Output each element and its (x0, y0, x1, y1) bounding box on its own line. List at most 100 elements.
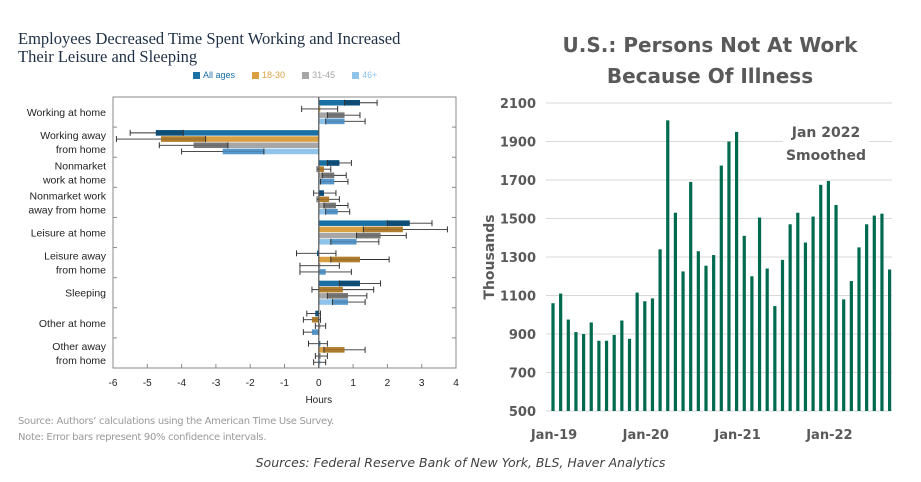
right-chart-title: U.S.: Persons Not At Work Because Of Ill… (540, 30, 880, 92)
bar (757, 217, 762, 411)
x-tick-label: Jan-22 (805, 428, 852, 443)
legend-swatch (252, 71, 260, 79)
category-label: Other at home (39, 318, 106, 330)
chart-annotation: Jan 2022 Smoothed (783, 122, 869, 168)
x-tick-label: 0 (316, 378, 322, 389)
x-tick-label: Jan-19 (530, 428, 577, 443)
bar (643, 301, 647, 411)
error-bar-overlap (332, 299, 348, 305)
error-bar-overlap (318, 353, 321, 359)
legend-item: 31-45 (302, 70, 335, 80)
error-bar-overlap (339, 280, 360, 287)
error-bar-overlap (325, 118, 345, 125)
bar (627, 338, 632, 411)
x-tick-label: Jan-20 (622, 428, 669, 443)
right-chart-plot: 500 700 900 1100 1300 1500 1700 1900 2100 Thousan… (482, 97, 892, 443)
confidence-note: Note: Error bars represent 90% confidenc… (18, 432, 267, 443)
bar-3145 (318, 232, 381, 239)
bar (811, 216, 815, 411)
bar (635, 292, 639, 411)
error-bar-overlap (363, 226, 403, 233)
error-bar-overlap (320, 178, 335, 185)
bar-1830 (161, 136, 319, 142)
category-label: from home (56, 355, 106, 367)
bar (658, 249, 662, 411)
bar (566, 319, 570, 411)
y-tick-label: 1700 (500, 174, 536, 189)
left-chart-title-line-2: Their Leisure and Sleeping (18, 47, 198, 66)
legend-item: 18-30 (252, 70, 285, 80)
bar (865, 224, 869, 411)
annotation-line-1: Jan 2022 (791, 125, 861, 141)
category-label: work at home (42, 174, 106, 186)
y-tick-label: 900 (509, 328, 536, 343)
bar (826, 180, 830, 411)
bar-allages (318, 100, 360, 106)
bar (765, 268, 769, 411)
bar (788, 224, 792, 411)
bar (582, 334, 586, 411)
bar (666, 120, 670, 411)
x-tick-label: Jan-21 (713, 428, 760, 443)
error-bar-overlap (222, 148, 264, 155)
y-tick-label: 2100 (500, 97, 536, 112)
y-tick-label: 500 (509, 405, 536, 420)
right-chart-title-line-2: Because Of Illness (606, 64, 814, 88)
error-bar-overlap (322, 172, 335, 179)
bar (742, 235, 746, 411)
x-tick-label: -5 (143, 378, 152, 389)
category-label: Nonmarket (55, 160, 106, 172)
source-note: Source: Authors’ calculations using the … (18, 416, 334, 427)
bar (650, 298, 655, 411)
category-label: Working at home (27, 107, 106, 119)
category-label: Sleeping (65, 288, 106, 300)
left-chart-title-line-1: Employees Decreased Time Spent Working a… (18, 29, 401, 48)
legend-label: 46+ (362, 70, 378, 80)
annotation-line-2: Smoothed (785, 148, 867, 164)
error-bar-overlap (155, 130, 184, 136)
y-tick-label: 700 (509, 367, 536, 382)
error-bar-overlap (387, 220, 410, 226)
bar (780, 259, 785, 411)
error-bar-overlap (318, 286, 343, 293)
bar (704, 265, 708, 411)
left-chart-legend: All ages 18-30 31-45 46+ (193, 70, 377, 80)
category-label: Leisure away (44, 251, 107, 263)
bar (750, 276, 754, 411)
error-bar-overlap (327, 160, 340, 166)
error-bar-overlap (315, 310, 319, 317)
bar (849, 281, 853, 411)
left-chart-notes: Source: Authors’ calculations using the … (18, 414, 334, 446)
error-bar-overlap (318, 166, 324, 172)
bar (574, 332, 578, 411)
left-chart-plot: -6 -5 -4 -3 -2 -1 0 1 2 3 4 Hours Working at home Wor… (27, 96, 459, 406)
legend-swatch (352, 71, 360, 79)
error-bar-overlap (323, 202, 336, 209)
error-bar-overlap (325, 208, 338, 215)
y-tick-label: 1900 (500, 136, 536, 151)
bar (696, 251, 700, 411)
bar-allages (155, 130, 319, 136)
error-bar-overlap (327, 293, 348, 299)
error-bar-overlap (323, 347, 345, 353)
x-tick-label: -6 (109, 378, 118, 389)
error-bar-overlap (356, 232, 381, 239)
bar (834, 205, 838, 411)
bar (872, 215, 876, 411)
right-chart-title-line-1: U.S.: Persons Not At Work (562, 33, 858, 57)
error-bar-overlap (161, 136, 206, 142)
y-tick-label: 1100 (500, 290, 536, 305)
x-tick-label: -1 (280, 378, 289, 389)
bar (803, 242, 808, 411)
bar (597, 340, 601, 411)
legend-swatch (302, 71, 310, 79)
category-label: Other away (52, 341, 106, 353)
bar (612, 334, 616, 411)
y-axis-label: Thousands (482, 214, 498, 299)
category-label: from home (56, 144, 106, 156)
x-axis-label: Hours (305, 395, 332, 406)
error-bar-overlap (318, 196, 330, 203)
bar (589, 322, 593, 411)
bar (673, 212, 677, 411)
bar (819, 184, 823, 411)
